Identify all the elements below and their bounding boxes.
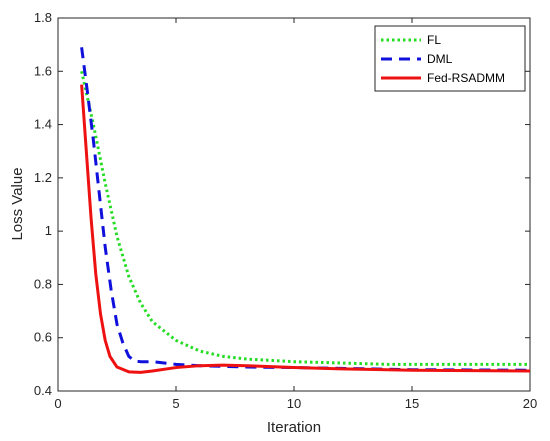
- y-tick-label: 0.8: [34, 276, 52, 291]
- y-tick-label: 1.8: [34, 10, 52, 25]
- y-axis-label: Loss Value: [9, 167, 26, 240]
- series-layer: [80, 47, 531, 374]
- y-tick-label: 0.6: [34, 330, 52, 345]
- legend-label: Fed-RSADMM: [427, 71, 505, 85]
- y-tick-label: 1: [45, 223, 52, 238]
- legend: FL DML Fed-RSADMM: [374, 25, 526, 92]
- y-tick-label: 1.2: [34, 170, 52, 185]
- y-tick-label: 1.6: [34, 63, 52, 78]
- x-tick-label: 0: [54, 396, 61, 411]
- legend-label: FL: [427, 33, 441, 47]
- axis-ticks: 0 5 10 15 20 0.4 0.6 0.8 1 1.2 1.4 1.6 1.8: [34, 10, 537, 411]
- x-tick-label: 20: [523, 396, 537, 411]
- y-tick-label: 1.4: [34, 117, 52, 132]
- series-line-fed-rsadmm: [80, 84, 531, 374]
- y-tick-label: 0.4: [34, 383, 52, 398]
- x-tick-label: 10: [287, 396, 301, 411]
- x-tick-label: 15: [405, 396, 419, 411]
- series-line-fl: [80, 70, 530, 366]
- legend-label: DML: [427, 52, 453, 66]
- x-tick-label: 5: [172, 396, 179, 411]
- x-axis-label: Iteration: [267, 419, 321, 436]
- series-line-dml: [80, 47, 531, 372]
